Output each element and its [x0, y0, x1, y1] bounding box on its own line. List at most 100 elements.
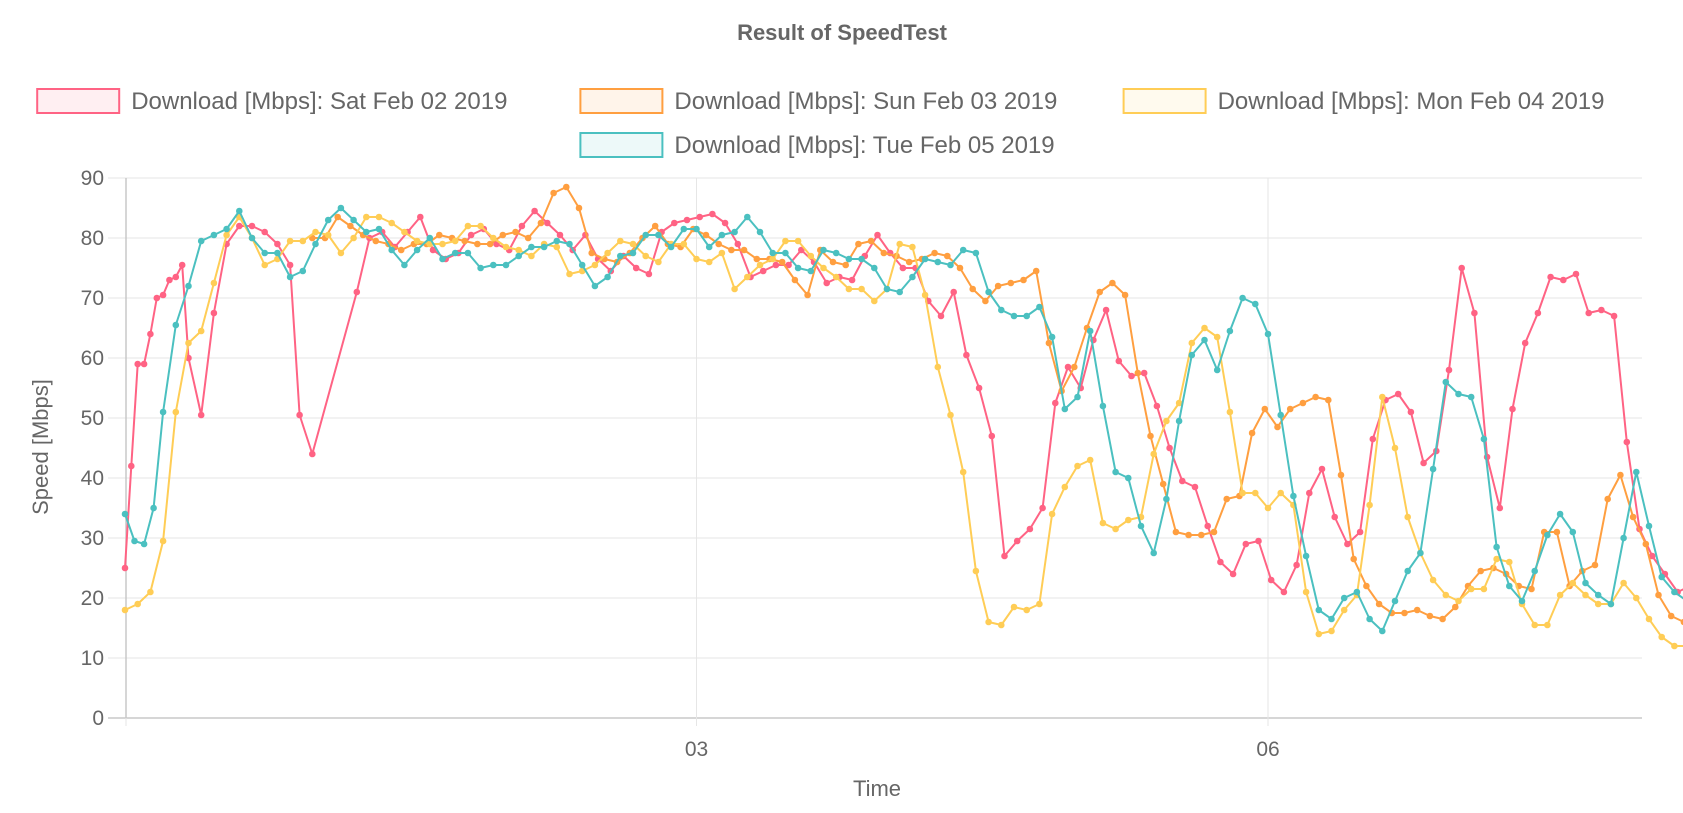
data-point-4-43 — [655, 231, 662, 239]
data-point-4-71 — [1010, 312, 1018, 320]
data-point-4-119 — [1620, 534, 1627, 542]
data-point-4-35 — [553, 237, 561, 245]
data-point-1-36 — [544, 219, 551, 227]
data-point-4-118 — [1607, 600, 1615, 608]
data-point-3-101 — [1404, 513, 1411, 521]
data-point-4-88 — [1226, 327, 1234, 335]
data-point-4-31 — [502, 261, 510, 269]
y-tick-label-70: 70 — [81, 287, 104, 310]
data-point-4-105 — [1442, 378, 1450, 386]
data-point-2-88 — [1426, 612, 1434, 620]
legend-label-1: Download [Mbps]: Sat Feb 02 2019 — [131, 88, 507, 115]
data-point-3-29 — [490, 234, 497, 242]
data-point-3-15 — [312, 228, 319, 236]
data-point-1-62 — [874, 231, 881, 239]
legend-label-4: Download [Mbps]: Tue Feb 05 2019 — [674, 132, 1054, 159]
data-point-4-59 — [858, 255, 865, 263]
data-point-1-37 — [556, 231, 564, 239]
data-point-4-76 — [1074, 393, 1081, 401]
data-point-2-75 — [1261, 405, 1269, 413]
data-point-2-47 — [905, 258, 913, 266]
data-point-1-0 — [121, 564, 129, 572]
data-point-4-114 — [1556, 510, 1564, 518]
data-point-1-70 — [975, 384, 983, 392]
data-point-1-49 — [709, 210, 716, 218]
data-point-3-61 — [896, 240, 904, 248]
data-point-3-53 — [794, 237, 802, 245]
data-point-4-100 — [1379, 627, 1386, 635]
data-point-4-12 — [261, 249, 269, 257]
data-point-3-81 — [1150, 450, 1157, 458]
data-point-3-32 — [528, 252, 535, 260]
data-point-2-66 — [1147, 432, 1154, 440]
data-point-1-91 — [1242, 540, 1250, 548]
data-point-2-15 — [499, 231, 507, 239]
data-point-4-22 — [388, 246, 396, 254]
data-point-1-94 — [1280, 588, 1288, 596]
data-point-4-66 — [947, 261, 954, 269]
data-point-4-42 — [642, 231, 650, 239]
data-point-3-121 — [1658, 633, 1665, 641]
data-point-4-61 — [883, 285, 891, 293]
data-point-2-5 — [372, 237, 380, 245]
data-point-4-89 — [1239, 294, 1246, 302]
data-point-3-90 — [1264, 504, 1272, 512]
data-point-3-18 — [350, 234, 357, 242]
data-point-2-67 — [1159, 480, 1167, 488]
data-point-3-103 — [1429, 576, 1437, 584]
data-point-4-106 — [1455, 390, 1462, 398]
data-point-4-36 — [566, 240, 573, 248]
data-point-4-64 — [921, 255, 929, 263]
data-point-1-86 — [1179, 477, 1186, 485]
data-point-4-11 — [248, 234, 256, 242]
data-point-3-46 — [705, 258, 713, 266]
data-point-4-67 — [959, 246, 967, 254]
data-point-4-110 — [1506, 582, 1513, 590]
data-point-1-27 — [429, 246, 437, 254]
data-point-2-18 — [537, 219, 545, 227]
data-point-4-1 — [131, 537, 138, 545]
data-point-4-4 — [159, 408, 167, 416]
data-point-3-107 — [1480, 585, 1488, 593]
series-3 — [121, 213, 1683, 650]
data-point-4-112 — [1531, 567, 1538, 575]
data-point-2-31 — [702, 231, 710, 239]
data-point-1-60 — [848, 276, 856, 284]
data-point-1-93 — [1267, 576, 1275, 584]
data-point-2-76 — [1274, 423, 1281, 431]
y-tick-label-0: 0 — [92, 707, 104, 730]
data-point-4-39 — [604, 273, 611, 281]
data-point-4-10 — [236, 207, 243, 215]
data-point-4-40 — [617, 252, 624, 260]
data-point-2-62 — [1096, 288, 1103, 296]
data-point-4-113 — [1544, 531, 1551, 539]
y-tick-label-10: 10 — [81, 647, 104, 670]
y-tick-label-20: 20 — [81, 587, 104, 610]
data-point-4-48 — [718, 231, 726, 239]
data-point-1-87 — [1191, 483, 1199, 491]
data-point-3-66 — [959, 468, 967, 476]
data-point-4-7 — [197, 237, 205, 245]
data-point-4-104 — [1429, 465, 1437, 473]
data-point-4-108 — [1480, 435, 1488, 443]
data-point-2-70 — [1198, 531, 1205, 539]
data-point-1-6 — [159, 291, 167, 299]
data-point-1-72 — [1001, 552, 1008, 560]
data-point-1-1 — [128, 462, 135, 470]
data-point-4-73 — [1036, 303, 1043, 311]
data-point-1-71 — [988, 432, 996, 440]
data-point-4-90 — [1252, 300, 1259, 308]
data-point-3-106 — [1467, 585, 1475, 593]
data-point-4-87 — [1213, 366, 1221, 374]
data-point-3-6 — [197, 327, 205, 335]
data-point-4-38 — [591, 282, 599, 290]
data-point-3-94 — [1315, 630, 1323, 638]
y-tick-label-30: 30 — [81, 527, 104, 550]
data-point-4-70 — [998, 306, 1005, 314]
data-point-4-65 — [934, 258, 942, 266]
data-point-3-8 — [223, 231, 230, 239]
data-point-1-120 — [1610, 312, 1618, 320]
data-point-4-86 — [1201, 336, 1208, 344]
data-point-4-50 — [744, 213, 751, 221]
data-point-3-120 — [1645, 615, 1653, 623]
